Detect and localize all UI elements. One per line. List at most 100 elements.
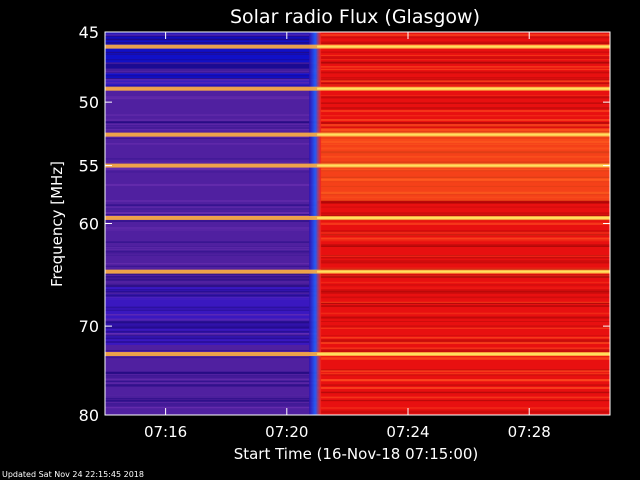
low-texture-stripe	[105, 67, 318, 69]
high-texture-stripe	[317, 206, 610, 208]
low-texture-stripe	[105, 69, 318, 72]
low-texture-stripe	[105, 221, 318, 222]
y-tick-label: 55	[79, 157, 99, 176]
low-texture-stripe	[105, 309, 318, 311]
low-texture-stripe	[105, 83, 318, 86]
low-texture-stripe	[105, 121, 318, 124]
low-texture-stripe	[105, 38, 318, 40]
high-texture-stripe	[317, 245, 610, 247]
low-texture-stripe	[105, 298, 318, 300]
low-texture-stripe	[105, 275, 318, 278]
bright-band-peak	[317, 216, 610, 219]
high-texture-stripe	[317, 246, 610, 248]
high-texture-stripe	[317, 369, 610, 372]
high-texture-stripe	[317, 289, 610, 291]
low-texture-stripe	[105, 142, 318, 145]
high-texture-stripe	[317, 406, 610, 410]
low-texture-stripe	[105, 357, 318, 359]
low-texture-stripe	[105, 80, 318, 83]
low-texture-stripe	[105, 337, 318, 339]
high-texture-stripe	[317, 231, 610, 234]
low-texture-stripe	[105, 248, 318, 250]
low-texture-stripe	[105, 65, 318, 67]
low-texture-stripe	[105, 66, 318, 68]
high-texture-stripe	[317, 260, 610, 262]
bright-band-peak	[317, 164, 610, 167]
low-texture-stripe	[105, 382, 318, 384]
low-texture-stripe	[105, 332, 318, 335]
low-texture-stripe	[105, 293, 318, 295]
low-texture-stripe	[105, 42, 318, 45]
high-texture-stripe	[317, 391, 610, 394]
high-texture-stripe	[317, 77, 610, 79]
bright-band-peak	[317, 270, 610, 273]
low-texture-stripe	[105, 63, 318, 64]
low-texture-stripe	[105, 200, 318, 202]
x-tick-label: 07:28	[508, 423, 551, 441]
low-texture-stripe	[105, 250, 318, 253]
low-texture-stripe	[105, 378, 318, 381]
low-texture-stripe	[105, 97, 318, 100]
low-texture-stripe	[105, 75, 318, 77]
high-texture-stripe	[317, 96, 610, 98]
high-texture-stripe	[317, 384, 610, 386]
low-texture-stripe	[105, 79, 318, 81]
bright-band-peak	[317, 133, 610, 136]
high-texture-stripe	[317, 302, 610, 304]
high-texture-stripe	[317, 79, 610, 83]
low-texture-stripe	[105, 123, 318, 126]
low-texture-stripe	[105, 120, 318, 122]
low-texture-stripe	[105, 208, 318, 211]
high-texture-stripe	[317, 399, 610, 402]
low-texture-stripe	[105, 121, 318, 123]
high-texture-stripe	[317, 202, 610, 204]
high-texture-stripe	[317, 120, 610, 122]
low-texture-stripe	[105, 63, 318, 65]
high-texture-stripe	[317, 282, 610, 284]
high-texture-stripe	[317, 261, 610, 264]
high-texture-stripe	[317, 336, 610, 339]
update-timestamp: Updated Sat Nov 24 22:15:45 2018	[2, 470, 144, 479]
y-tick-label: 50	[79, 93, 99, 112]
high-texture-stripe	[317, 36, 610, 38]
high-texture-stripe	[317, 201, 610, 203]
low-texture-stripe	[105, 77, 318, 80]
low-texture-stripe	[105, 162, 318, 163]
high-texture-stripe	[317, 357, 610, 360]
low-texture-stripe	[105, 372, 318, 374]
low-texture-stripe	[105, 247, 318, 249]
high-texture-stripe	[317, 84, 610, 86]
low-texture-stripe	[105, 124, 318, 126]
high-texture-stripe	[317, 396, 610, 399]
y-axis: 45 50 55 60 70 80	[79, 23, 610, 425]
plot-area	[105, 32, 610, 415]
high-texture-stripe	[317, 335, 610, 337]
high-texture-stripe	[317, 292, 610, 294]
low-texture-stripe	[105, 171, 318, 173]
high-texture-stripe	[317, 386, 610, 389]
low-texture-stripe	[105, 168, 318, 170]
high-texture-stripe	[317, 51, 610, 53]
high-texture-stripe	[317, 287, 610, 289]
low-texture-stripe	[105, 210, 318, 212]
low-texture-stripe	[105, 228, 318, 231]
low-flux-region	[105, 32, 318, 415]
high-texture-stripe	[317, 372, 610, 375]
high-texture-stripe	[317, 69, 610, 71]
high-texture-stripe	[317, 62, 610, 64]
x-tick-label: 07:24	[386, 423, 429, 441]
low-texture-stripe	[105, 397, 318, 400]
high-texture-stripe	[317, 274, 610, 277]
low-texture-stripe	[105, 294, 318, 297]
low-texture-stripe	[105, 83, 318, 84]
high-texture-stripe	[317, 126, 610, 128]
high-texture-stripe	[317, 284, 610, 286]
low-texture-stripe	[105, 292, 318, 295]
low-texture-stripe	[105, 405, 318, 407]
low-texture-stripe	[105, 283, 318, 285]
low-texture-stripe	[105, 296, 318, 298]
y-axis-label: Frequency [MHz]	[48, 161, 66, 287]
high-texture-stripe	[317, 350, 610, 353]
low-texture-stripe	[105, 330, 318, 333]
